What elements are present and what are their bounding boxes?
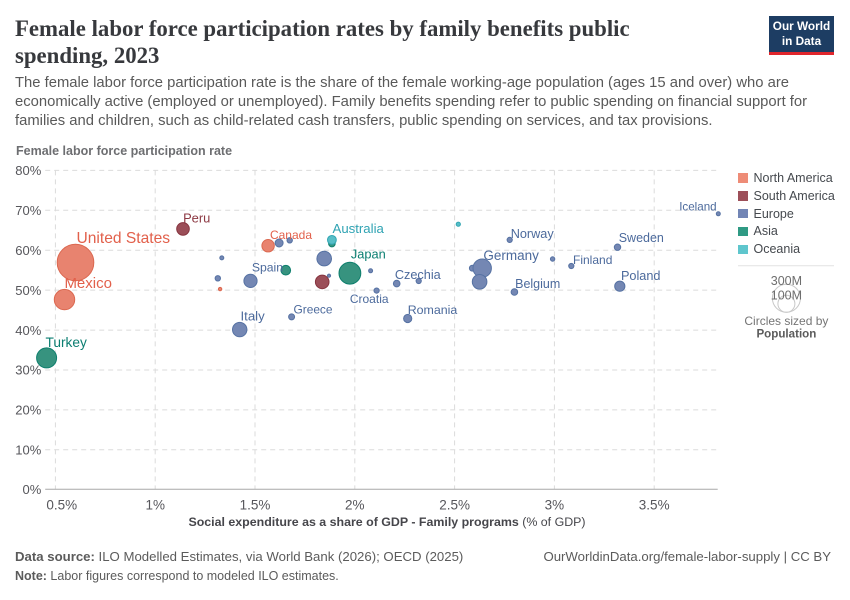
- svg-text:Japan: Japan: [351, 247, 386, 262]
- svg-text:100M: 100M: [771, 288, 802, 302]
- svg-text:Belgium: Belgium: [515, 277, 560, 291]
- svg-text:1%: 1%: [145, 498, 165, 513]
- svg-text:Population: Population: [756, 328, 816, 341]
- svg-text:2.5%: 2.5%: [439, 498, 470, 513]
- svg-text:2%: 2%: [345, 498, 365, 513]
- svg-text:Turkey: Turkey: [46, 335, 87, 350]
- svg-text:Norway: Norway: [511, 227, 555, 241]
- svg-text:3%: 3%: [545, 498, 565, 513]
- svg-text:Czechia: Czechia: [395, 268, 442, 282]
- svg-text:40%: 40%: [15, 323, 41, 338]
- svg-text:50%: 50%: [15, 283, 41, 298]
- svg-text:Greece: Greece: [294, 302, 333, 316]
- svg-text:3.5%: 3.5%: [639, 498, 670, 513]
- svg-text:20%: 20%: [15, 403, 41, 418]
- svg-text:Poland: Poland: [621, 269, 661, 283]
- svg-text:Iceland: Iceland: [679, 200, 716, 213]
- svg-text:80%: 80%: [15, 163, 41, 178]
- svg-text:United States: United States: [76, 230, 170, 247]
- svg-text:Croatia: Croatia: [350, 292, 389, 306]
- svg-text:30%: 30%: [15, 363, 41, 378]
- svg-text:Spain: Spain: [252, 261, 283, 275]
- svg-text:Sweden: Sweden: [619, 231, 664, 245]
- svg-text:Social expenditure as a share: Social expenditure as a share of GDP - F…: [188, 515, 585, 529]
- svg-text:Peru: Peru: [183, 210, 210, 225]
- svg-text:300M: 300M: [771, 274, 802, 288]
- svg-text:Mexico: Mexico: [64, 275, 112, 292]
- svg-text:10%: 10%: [15, 443, 41, 458]
- svg-text:Australia: Australia: [333, 221, 385, 236]
- svg-text:70%: 70%: [15, 203, 41, 218]
- svg-text:Germany: Germany: [483, 248, 539, 263]
- svg-text:Romania: Romania: [408, 303, 458, 317]
- svg-text:Canada: Canada: [270, 228, 312, 242]
- svg-text:0.5%: 0.5%: [46, 498, 77, 513]
- svg-text:0%: 0%: [23, 482, 42, 497]
- svg-text:1.5%: 1.5%: [240, 498, 271, 513]
- svg-text:Finland: Finland: [573, 253, 612, 267]
- svg-text:Italy: Italy: [241, 309, 266, 324]
- svg-text:Circles sized by: Circles sized by: [744, 314, 828, 328]
- svg-text:60%: 60%: [15, 243, 41, 258]
